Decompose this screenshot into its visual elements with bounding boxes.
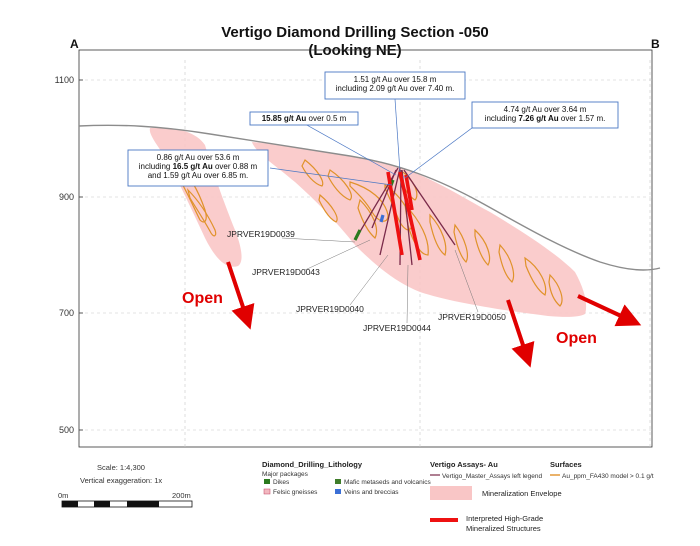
assay-callout-run: 15.85 g/t Au	[262, 114, 307, 123]
assay-callout-run: 4.74 g/t Au over 3.64 m	[504, 105, 587, 114]
assay-callout-run: 0.86 g/t Au over 53.6 m	[157, 153, 240, 162]
drillhole-label-50: JPRVER19D0050	[438, 312, 506, 322]
svg-text:Dikes: Dikes	[273, 479, 290, 486]
elevation-label-900: 900	[59, 192, 74, 202]
svg-text:Vertigo_Master_Assays left leg: Vertigo_Master_Assays left legend	[442, 473, 542, 480]
svg-text:Mineralization Envelope: Mineralization Envelope	[482, 489, 562, 498]
legend-swatch-mafic	[335, 479, 341, 484]
annotation-leaders	[269, 98, 481, 186]
scale-end: 200m	[172, 491, 191, 500]
section-end-a: A	[70, 37, 79, 51]
section-frame	[78, 49, 653, 448]
open-arrow-left	[226, 261, 255, 330]
svg-text:Vertigo Assays- Au: Vertigo Assays- Au	[430, 460, 498, 469]
legend-assays: Vertigo Assays- Au Vertigo_Master_Assays…	[430, 460, 542, 480]
drillhole-label-40: JPRVER19D0040	[296, 304, 364, 314]
svg-text:Surfaces: Surfaces	[550, 460, 582, 469]
svg-text:Mafic metaseds and volcanics: Mafic metaseds and volcanics	[344, 479, 431, 486]
drillhole-leader-43	[304, 239, 371, 271]
legend-lithology: Diamond_Drilling_Lithology Major package…	[262, 460, 431, 496]
elevation-label-500: 500	[59, 425, 74, 435]
legend-surfaces: Surfaces Au_ppm_FA430 model > 0.1 g/t	[550, 460, 654, 480]
legend-swatch-felsic	[263, 488, 271, 495]
scale-block: Scale: 1:4,300 Vertical exaggeration: 1x…	[58, 463, 193, 508]
legend-structures: Interpreted High-Grade Mineralized Struc…	[430, 514, 543, 533]
high-grade-structures	[386, 171, 422, 261]
assay-callout-2: 15.85 g/t Au over 0.5 m	[249, 111, 359, 126]
svg-text:Felsic gneisses: Felsic gneisses	[273, 489, 318, 496]
open-arrow-right	[577, 294, 642, 327]
open-arrow-down	[506, 299, 535, 368]
open-label-left: Open	[182, 290, 223, 307]
assay-callout-text-3: 4.74 g/t Au over 3.64 m including 7.26 g/…	[485, 105, 606, 123]
legend-swatch-veins	[335, 489, 341, 494]
assay-callout-run: 7.26 g/t Au	[518, 114, 558, 123]
assay-callout-1: 1.51 g/t Au over 15.8 m including 2.09 g/…	[324, 71, 466, 100]
svg-text:Au_ppm_FA430 model > 0.1 g/t: Au_ppm_FA430 model > 0.1 g/t	[562, 473, 654, 480]
gold-model-contours	[176, 159, 563, 307]
mineralization-envelope-main	[252, 142, 587, 317]
legend-envelope: Mineralization Envelope	[430, 486, 562, 500]
drillhole-label-43: JPRVER19D0043	[252, 267, 320, 277]
elevation-ticks	[79, 79, 83, 431]
assay-callout-run: over 0.5 m	[306, 114, 346, 123]
elevation-label-700: 700	[59, 308, 74, 318]
assay-callout-run: and 1.59 g/t Au over 6.85 m.	[148, 171, 249, 180]
scale-start: 0m	[58, 491, 68, 500]
diagram-title: Vertigo Diamond Drilling Section -050	[221, 24, 489, 41]
assay-callout-run: including	[485, 114, 519, 123]
assay-callout-text-2: 15.85 g/t Au over 0.5 m	[262, 114, 347, 123]
assay-callout-run: including 2.09 g/t Au over 7.40 m.	[336, 84, 455, 93]
svg-text:Diamond_Drilling_Lithology: Diamond_Drilling_Lithology	[262, 460, 363, 469]
drillhole-label-39: JPRVER19D0039	[227, 229, 295, 239]
assay-callout-run: 1.51 g/t Au over 15.8 m	[354, 75, 437, 84]
assay-callout-3: 4.74 g/t Au over 3.64 m including 7.26 g/…	[471, 101, 619, 129]
elevation-label-1100: 1100	[55, 75, 74, 85]
drillhole-leader-39	[281, 237, 356, 243]
diagram-subtitle: (Looking NE)	[308, 42, 401, 59]
drillhole-leader-40	[349, 254, 389, 306]
open-extensions: Open Open	[182, 261, 642, 368]
scale-ratio: Scale: 1:4,300	[97, 463, 145, 472]
assay-callout-run: over 0.88 m	[213, 162, 258, 171]
assay-callout-4: 0.86 g/t Au over 53.6 m including 16.5 g/…	[127, 149, 269, 187]
legend-swatch-dikes	[264, 479, 270, 484]
assay-callout-run: including	[139, 162, 173, 171]
drillhole-leader-50	[454, 249, 479, 313]
assay-callout-text-4: 0.86 g/t Au over 53.6 m including 16.5 g/…	[139, 153, 258, 180]
topography-surface	[78, 124, 661, 271]
open-label-right: Open	[556, 330, 597, 347]
drillhole-label-44: JPRVER19D0044	[363, 323, 431, 333]
assay-callout-run: 16.5 g/t Au	[173, 162, 213, 171]
drillhole-leader-44	[406, 264, 409, 324]
section-end-b: B	[651, 37, 660, 51]
svg-text:Major packages: Major packages	[262, 471, 309, 478]
svg-text:Veins and breccias: Veins and breccias	[344, 489, 399, 496]
svg-text:Mineralized Structures: Mineralized Structures	[466, 524, 541, 533]
vertical-exaggeration: Vertical exaggeration: 1x	[80, 476, 162, 485]
assay-callout-text-1: 1.51 g/t Au over 15.8 m including 2.09 g/…	[336, 75, 455, 93]
assay-callout-run: over 1.57 m.	[559, 114, 606, 123]
legend-swatch-envelope	[430, 486, 472, 500]
svg-text:Interpreted High-Grade: Interpreted High-Grade	[466, 514, 543, 523]
